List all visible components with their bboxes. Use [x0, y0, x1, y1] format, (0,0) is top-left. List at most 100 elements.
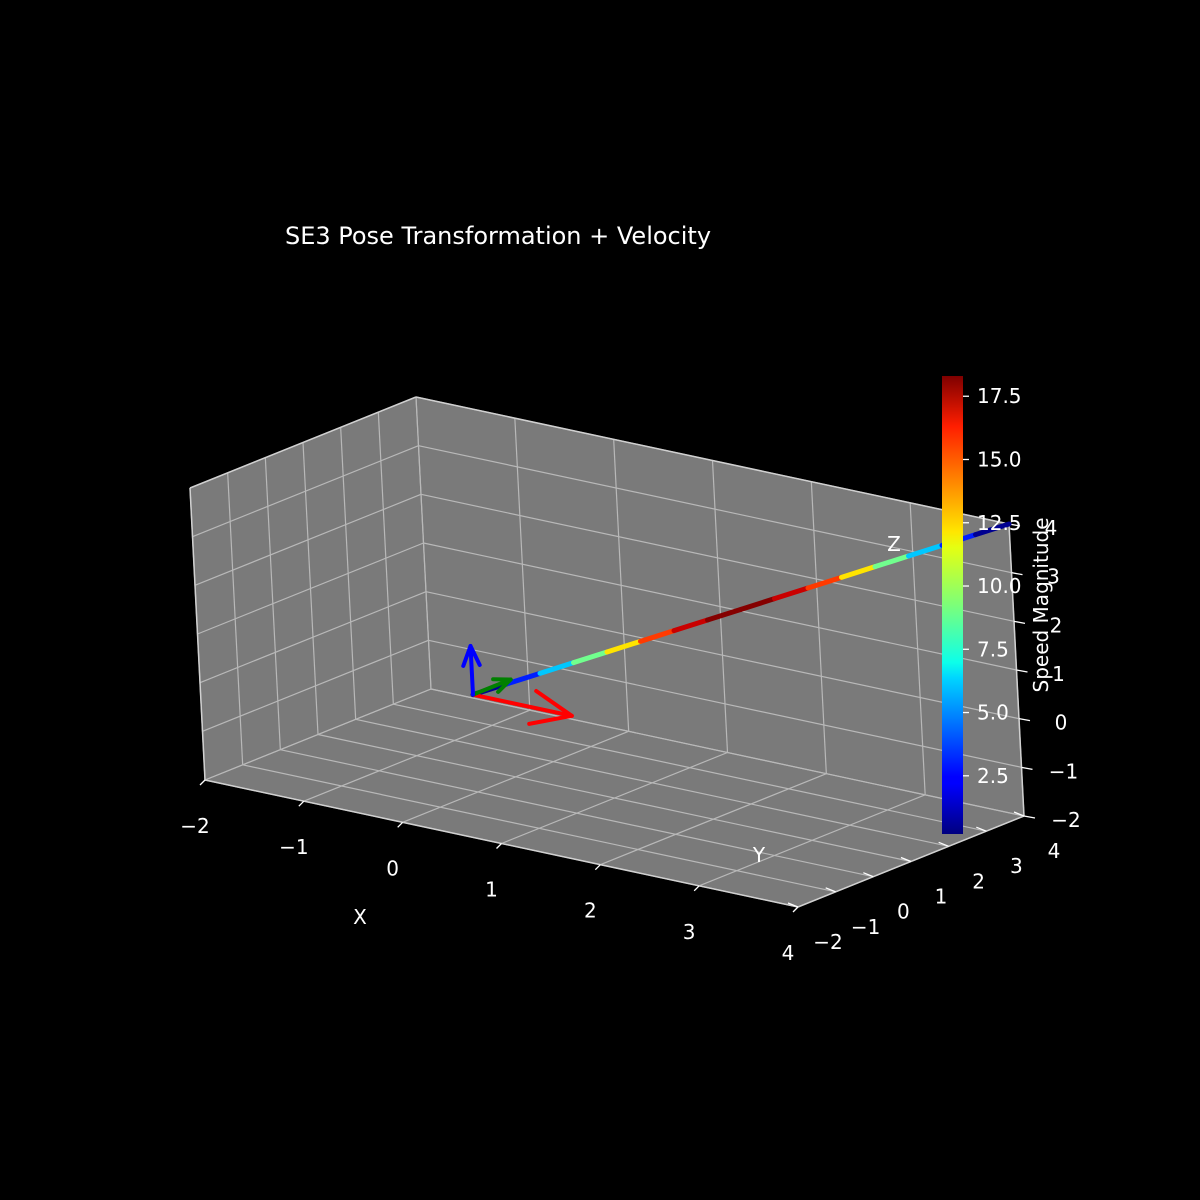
- x-tick-mark: [199, 779, 206, 786]
- x-tick-label: −2: [180, 814, 209, 838]
- z-tick-label: −1: [1049, 759, 1078, 783]
- y-tick-label: 0: [897, 900, 910, 924]
- left-vertical-edge: [189, 487, 206, 781]
- z-tick-label: −2: [1051, 808, 1080, 832]
- y-tick-mark: [863, 872, 874, 878]
- x-tick-label: 4: [782, 941, 795, 965]
- y-tick-label: −1: [851, 915, 880, 939]
- trajectory-segment: [571, 649, 610, 666]
- grid-line-floor-y: [280, 749, 874, 878]
- trajectory-segment: [705, 606, 744, 623]
- z-tick-mark: [1016, 669, 1028, 673]
- z-axis-arrow-head: [461, 644, 482, 668]
- x-tick-label: 0: [386, 856, 399, 880]
- trajectory-segment: [671, 617, 710, 634]
- grid-line-back-z: [418, 445, 1012, 574]
- y-tick-mark: [976, 826, 987, 832]
- x-tick-mark: [594, 864, 601, 871]
- grid-line-floor-y: [317, 733, 912, 863]
- colorbar-ticks: 2.5 5.0 7.5 10.0 12.5 15.0 17.5: [963, 384, 1022, 788]
- trajectory-segment: [973, 521, 1012, 538]
- x-tick-mark: [298, 800, 305, 807]
- trajectory-segment: [604, 638, 643, 655]
- x-axis-label: X: [353, 905, 367, 929]
- trajectory-segment: [805, 574, 844, 591]
- colorbar-tick-label: 17.5: [977, 384, 1022, 408]
- colorbar-tick-label: 10.0: [977, 574, 1022, 598]
- z-tick-mark: [1018, 718, 1031, 722]
- z-tick-label: 3: [1047, 565, 1060, 589]
- y-axis-ticks: −2 −1 0 12 3 4: [787, 811, 1061, 954]
- x-tick-mark: [397, 821, 404, 828]
- z-tick-mark: [1013, 620, 1026, 624]
- colorbar: [942, 376, 963, 834]
- y-tick-label: 4: [1048, 839, 1061, 863]
- frame-arrows: [461, 644, 574, 726]
- colorbar-label: Speed Magnitude: [1029, 517, 1053, 692]
- trajectory-segment: [537, 660, 576, 676]
- grid-line-left-z: [194, 493, 422, 586]
- x-tick-mark: [792, 906, 799, 913]
- grid-line-floor-y: [242, 764, 836, 893]
- trajectory-segment: [504, 670, 543, 687]
- y-tick-label: 2: [972, 869, 985, 893]
- z-axis-arrow-shaft: [468, 644, 475, 697]
- z-tick-mark: [1011, 572, 1023, 576]
- grid-line-left-z: [204, 688, 432, 781]
- z-axis-ticks: −2 −1 0 1 2 3 4: [1008, 516, 1081, 832]
- x-tick-label: 3: [683, 920, 696, 944]
- grid-line-left-z: [202, 639, 429, 732]
- z-tick-mark: [1023, 815, 1036, 819]
- x-axis-arrow-head: [527, 689, 574, 726]
- x-axis-ticks: −2 −1 0 1 2 3 4: [180, 779, 799, 965]
- x-tick-mark: [496, 843, 502, 849]
- z-axis-label: Z: [887, 532, 901, 556]
- y-tick-mark: [1013, 811, 1025, 817]
- colorbar-tick-label: 15.0: [977, 448, 1022, 472]
- x-tick-mark: [693, 885, 700, 892]
- y-tick-mark: [787, 902, 799, 908]
- y-axis-arrow-shaft: [471, 677, 513, 697]
- z-tick-label: 2: [1050, 613, 1063, 637]
- grid-line-back-z: [420, 493, 1015, 622]
- colorbar-tick-label: 5.0: [977, 701, 1009, 725]
- trajectory-segment: [906, 542, 945, 559]
- colorbar-tick-label: 2.5: [977, 764, 1009, 788]
- x-tick-label: 2: [584, 899, 597, 923]
- grid-line-left-z: [192, 445, 419, 538]
- grid-line-floor-y: [355, 718, 949, 847]
- y-tick-mark: [825, 887, 836, 893]
- back-top-edge: [415, 396, 1010, 525]
- y-axis-arrow-head: [491, 677, 513, 694]
- grid-line-back-z: [428, 639, 1022, 768]
- z-tick-label: 4: [1045, 516, 1058, 540]
- grid-line-back-z: [423, 542, 1017, 671]
- colorbar-tick-label: 7.5: [977, 637, 1009, 661]
- colorbar-tick-label: 12.5: [977, 511, 1022, 535]
- grid-line-back-z: [425, 591, 1020, 720]
- chart-title: SE3 Pose Transformation + Velocity: [285, 222, 711, 250]
- x-tick-label: 1: [485, 878, 498, 902]
- trajectory-segment: [638, 628, 677, 644]
- y-tick-mark: [900, 856, 912, 863]
- y-tick-label: 3: [1010, 854, 1023, 878]
- grid-line-back-z: [430, 688, 1025, 817]
- trajectory-segment: [839, 564, 878, 580]
- y-tick-mark: [938, 841, 949, 847]
- x-tick-label: −1: [279, 835, 308, 859]
- left-top-edge: [189, 396, 417, 489]
- grid-line-left-z: [199, 591, 427, 684]
- grid-line-floor-y: [393, 703, 987, 832]
- trajectory-segment: [738, 596, 777, 612]
- grid-line-left-z: [197, 542, 424, 635]
- trajectory-segment: [772, 585, 811, 602]
- y-tick-label: 1: [935, 885, 948, 909]
- y-tick-label: −2: [813, 930, 842, 954]
- trajectory-segment: [872, 553, 911, 570]
- z-tick-label: 0: [1055, 711, 1068, 735]
- z-tick-label: 1: [1052, 662, 1065, 686]
- y-axis-label: Y: [752, 843, 766, 867]
- x-axis-arrow-shaft: [471, 692, 574, 718]
- z-tick-mark: [1021, 766, 1033, 770]
